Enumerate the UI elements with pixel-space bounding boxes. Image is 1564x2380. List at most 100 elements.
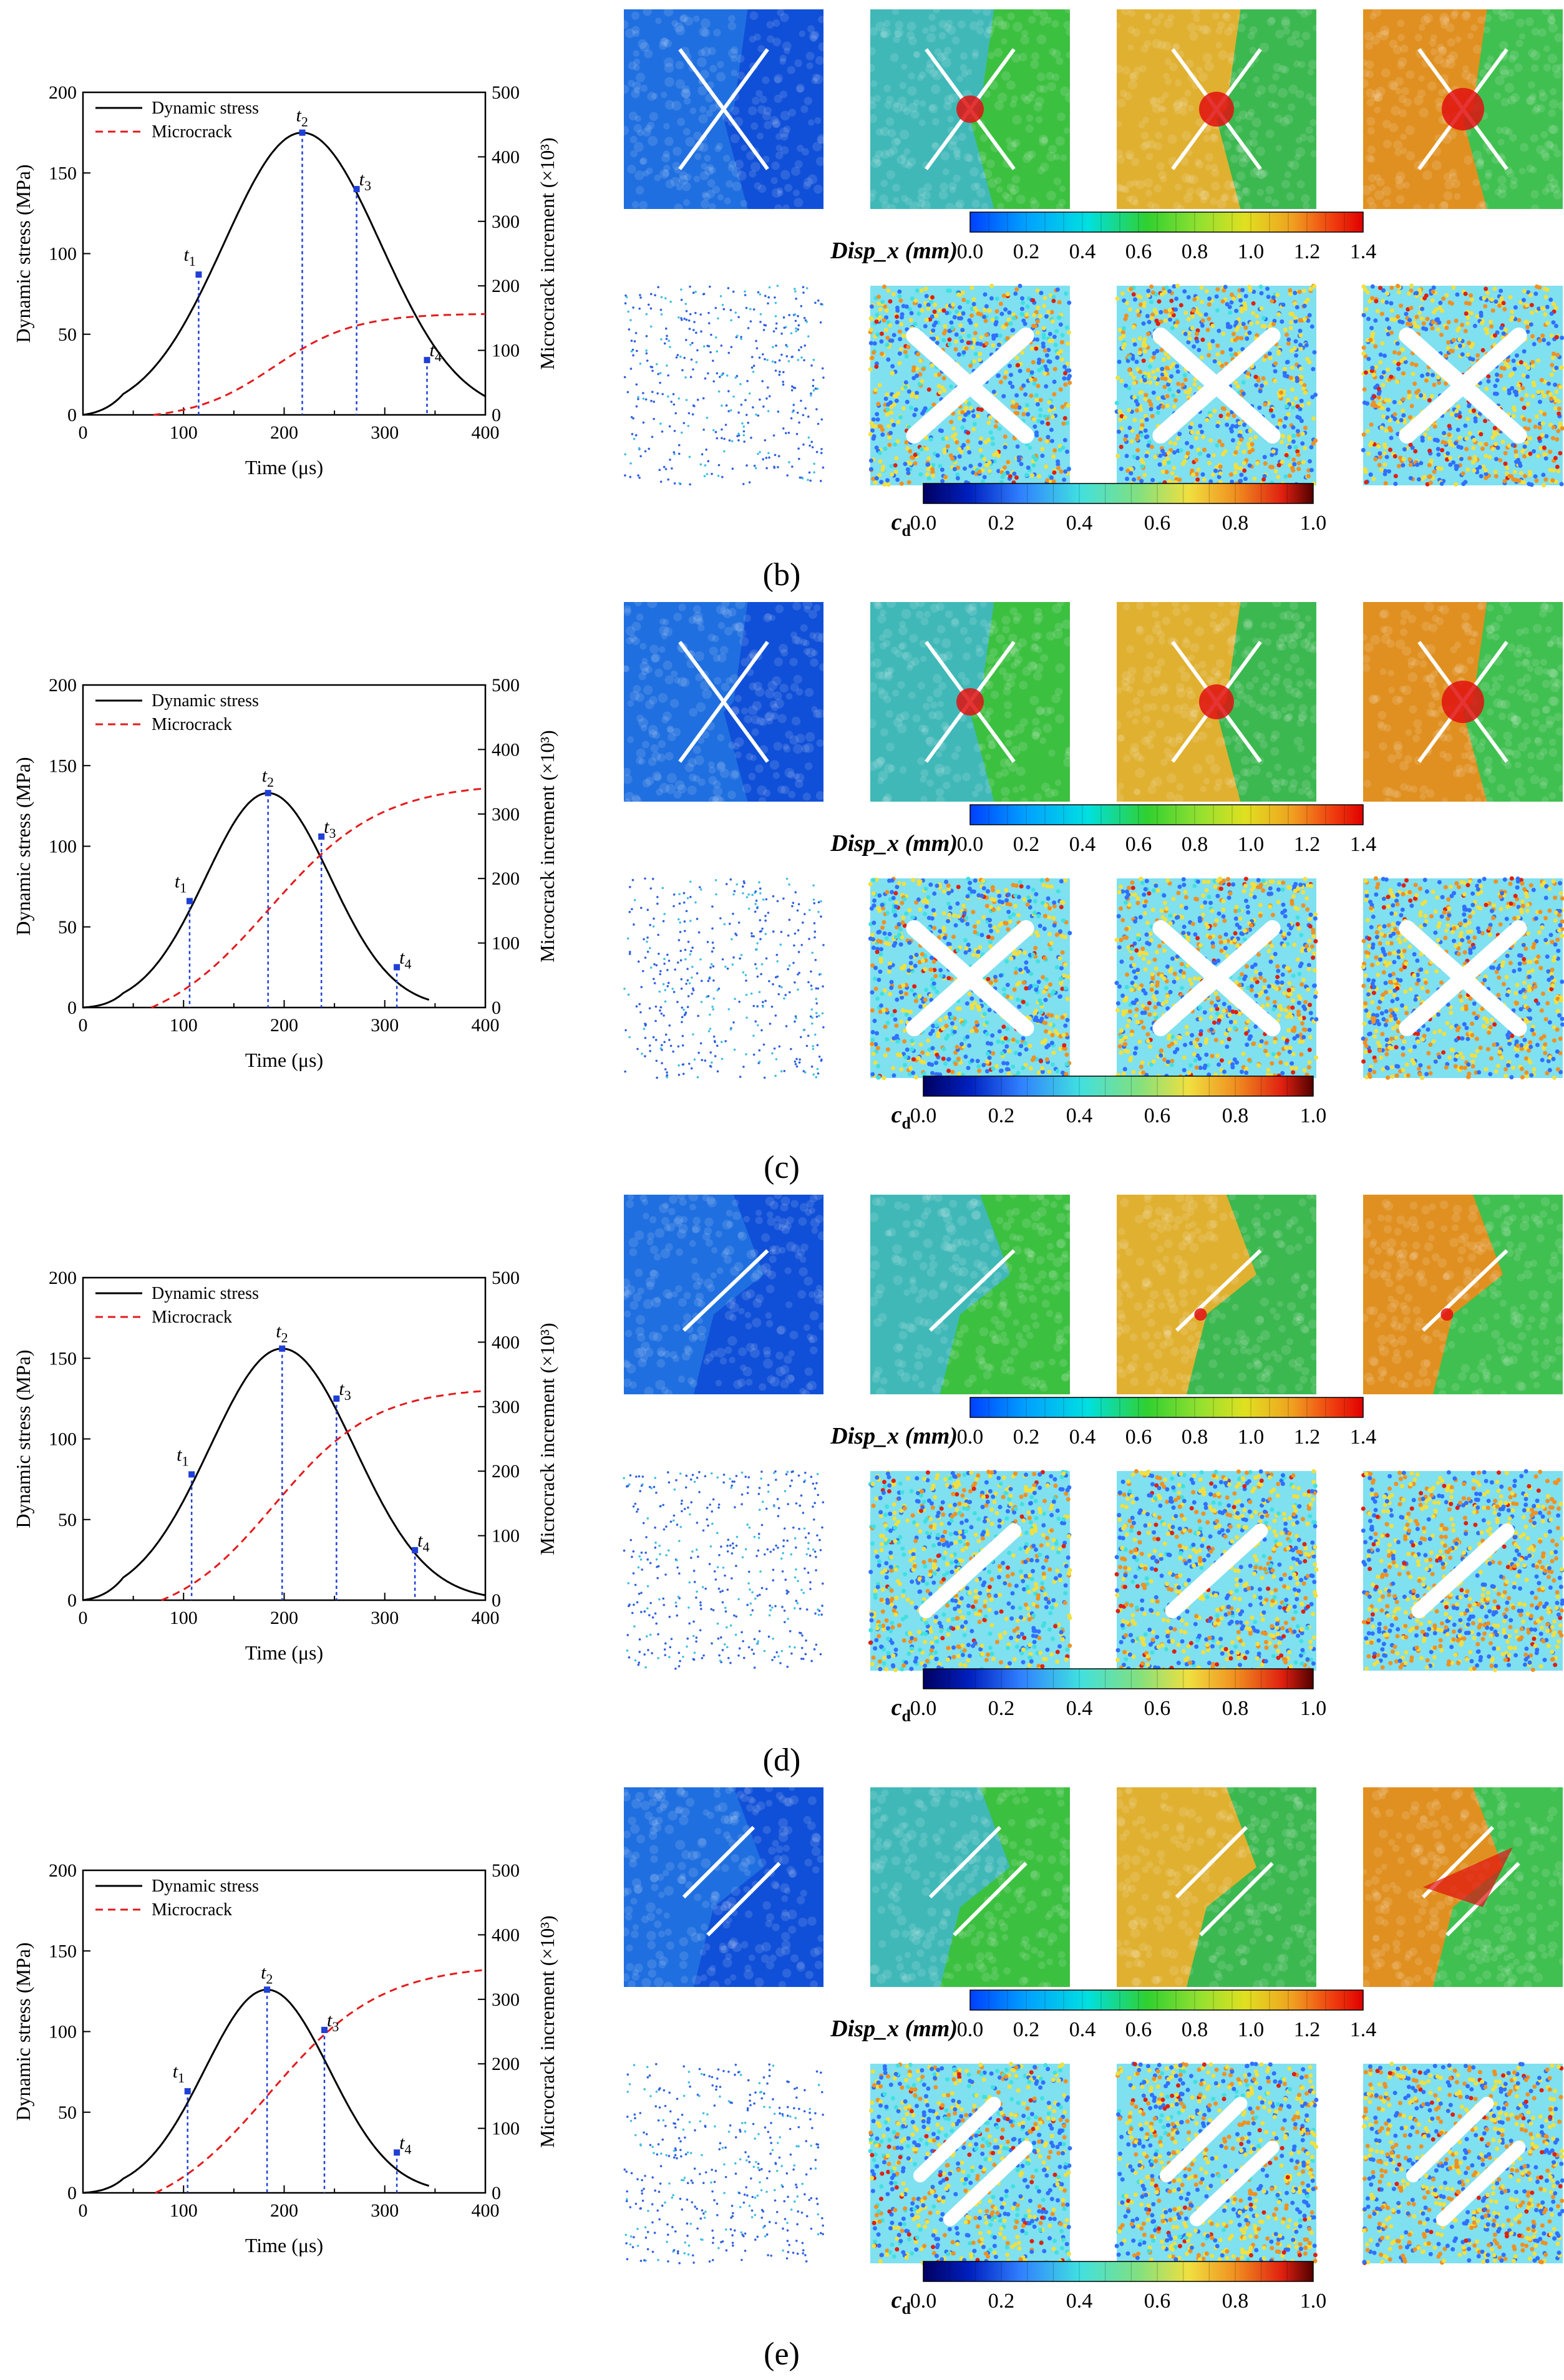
damage-particle — [702, 293, 705, 296]
damage-particle — [1042, 296, 1047, 301]
damage-particle — [1463, 291, 1468, 296]
damage-particle — [1379, 311, 1384, 316]
damage-particle — [1192, 297, 1197, 302]
damage-particle — [1144, 435, 1149, 440]
damage-particle — [1051, 454, 1056, 459]
particle — [818, 633, 828, 643]
particle — [983, 29, 993, 39]
damage-particle — [1368, 442, 1373, 447]
damage-particle — [764, 439, 767, 442]
particle — [1236, 171, 1246, 181]
particle — [1483, 26, 1490, 34]
particle — [782, 204, 790, 211]
particle — [895, 21, 904, 29]
damage-particle — [1127, 307, 1132, 312]
damage-particle — [1127, 425, 1132, 430]
damage-particle — [1170, 471, 1175, 476]
damage-particle — [1371, 372, 1376, 377]
damage-particle — [659, 480, 663, 483]
damage-particle — [1551, 351, 1556, 356]
particle — [928, 104, 938, 114]
damage-particle — [924, 318, 929, 323]
particle — [941, 638, 951, 648]
damage-particle — [895, 314, 900, 319]
damage-particle — [1507, 391, 1512, 396]
damage-particle — [668, 425, 671, 428]
damage-particle — [1003, 375, 1008, 380]
damage-particle — [1273, 469, 1278, 474]
damage-particle — [645, 335, 648, 338]
damage-particle — [749, 320, 752, 323]
chart-top: 0 100 200 300 400050100150200010020030040050… — [12, 82, 558, 478]
damage-particle — [899, 481, 904, 486]
particle — [1504, 82, 1515, 93]
damage-particle — [1469, 297, 1474, 302]
particle — [1131, 157, 1140, 167]
damage-particle — [1131, 338, 1136, 342]
damage-particle — [1302, 317, 1307, 322]
damage-particle — [684, 376, 687, 379]
damage-particle — [1383, 481, 1388, 486]
damage-particle — [936, 384, 941, 389]
damage-particle — [629, 462, 632, 465]
particle — [1200, 197, 1207, 203]
damage-particle — [1484, 286, 1489, 291]
particle — [810, 658, 818, 667]
particle — [793, 189, 800, 197]
damage-particle — [1134, 399, 1139, 404]
particle — [996, 634, 1005, 644]
particle — [789, 658, 798, 666]
particle — [636, 613, 644, 621]
particle — [634, 115, 641, 122]
damage-particle — [1157, 462, 1162, 467]
damage-particle — [1523, 474, 1528, 478]
damage-particle — [1026, 367, 1031, 372]
damage-particle — [971, 427, 976, 432]
particle — [958, 133, 966, 142]
damage-particle — [791, 356, 794, 358]
damage-particle — [1172, 465, 1177, 470]
damage-particle — [1429, 458, 1434, 463]
damage-particle — [868, 467, 873, 472]
damage-particle — [924, 294, 929, 299]
damage-particle — [732, 290, 735, 293]
particle — [689, 707, 698, 717]
damage-particle — [1062, 415, 1067, 420]
damage-particle — [1162, 384, 1167, 389]
colorbar-tick-label: 1.4 — [1350, 240, 1377, 263]
damage-particle — [1139, 407, 1144, 412]
damage-particle — [879, 339, 884, 344]
damage-particle — [1283, 367, 1288, 372]
damage-particle — [1241, 449, 1246, 454]
damage-particle — [1205, 417, 1210, 422]
damage-particle — [923, 324, 928, 329]
particle — [974, 182, 981, 189]
damage-particle — [716, 372, 719, 375]
damage-particle — [1021, 412, 1026, 417]
damage-particle — [1502, 386, 1507, 391]
particle — [1268, 100, 1275, 109]
damage-particle — [1437, 305, 1442, 310]
damage-particle — [1036, 384, 1041, 389]
y2-axis-label: Microcrack increment (×10³) — [536, 730, 558, 962]
particle — [975, 644, 983, 652]
damage-particle — [787, 360, 790, 362]
damage-particle — [1279, 390, 1284, 395]
particle — [765, 613, 772, 621]
damage-particle — [1172, 404, 1177, 409]
damage-particle — [1050, 319, 1055, 324]
damage-particle — [766, 386, 769, 389]
particle — [748, 772, 756, 780]
damage-particle — [730, 346, 733, 349]
damage-particle — [1511, 358, 1516, 363]
particle — [1055, 136, 1065, 147]
damage-particle — [759, 293, 762, 296]
damage-particle — [812, 359, 815, 361]
damage-particle — [766, 359, 769, 361]
damage-particle — [631, 433, 634, 435]
damage-particle — [1276, 312, 1281, 317]
damage-particle — [1195, 331, 1200, 336]
particle — [627, 736, 634, 744]
damage-particle — [1454, 413, 1459, 418]
